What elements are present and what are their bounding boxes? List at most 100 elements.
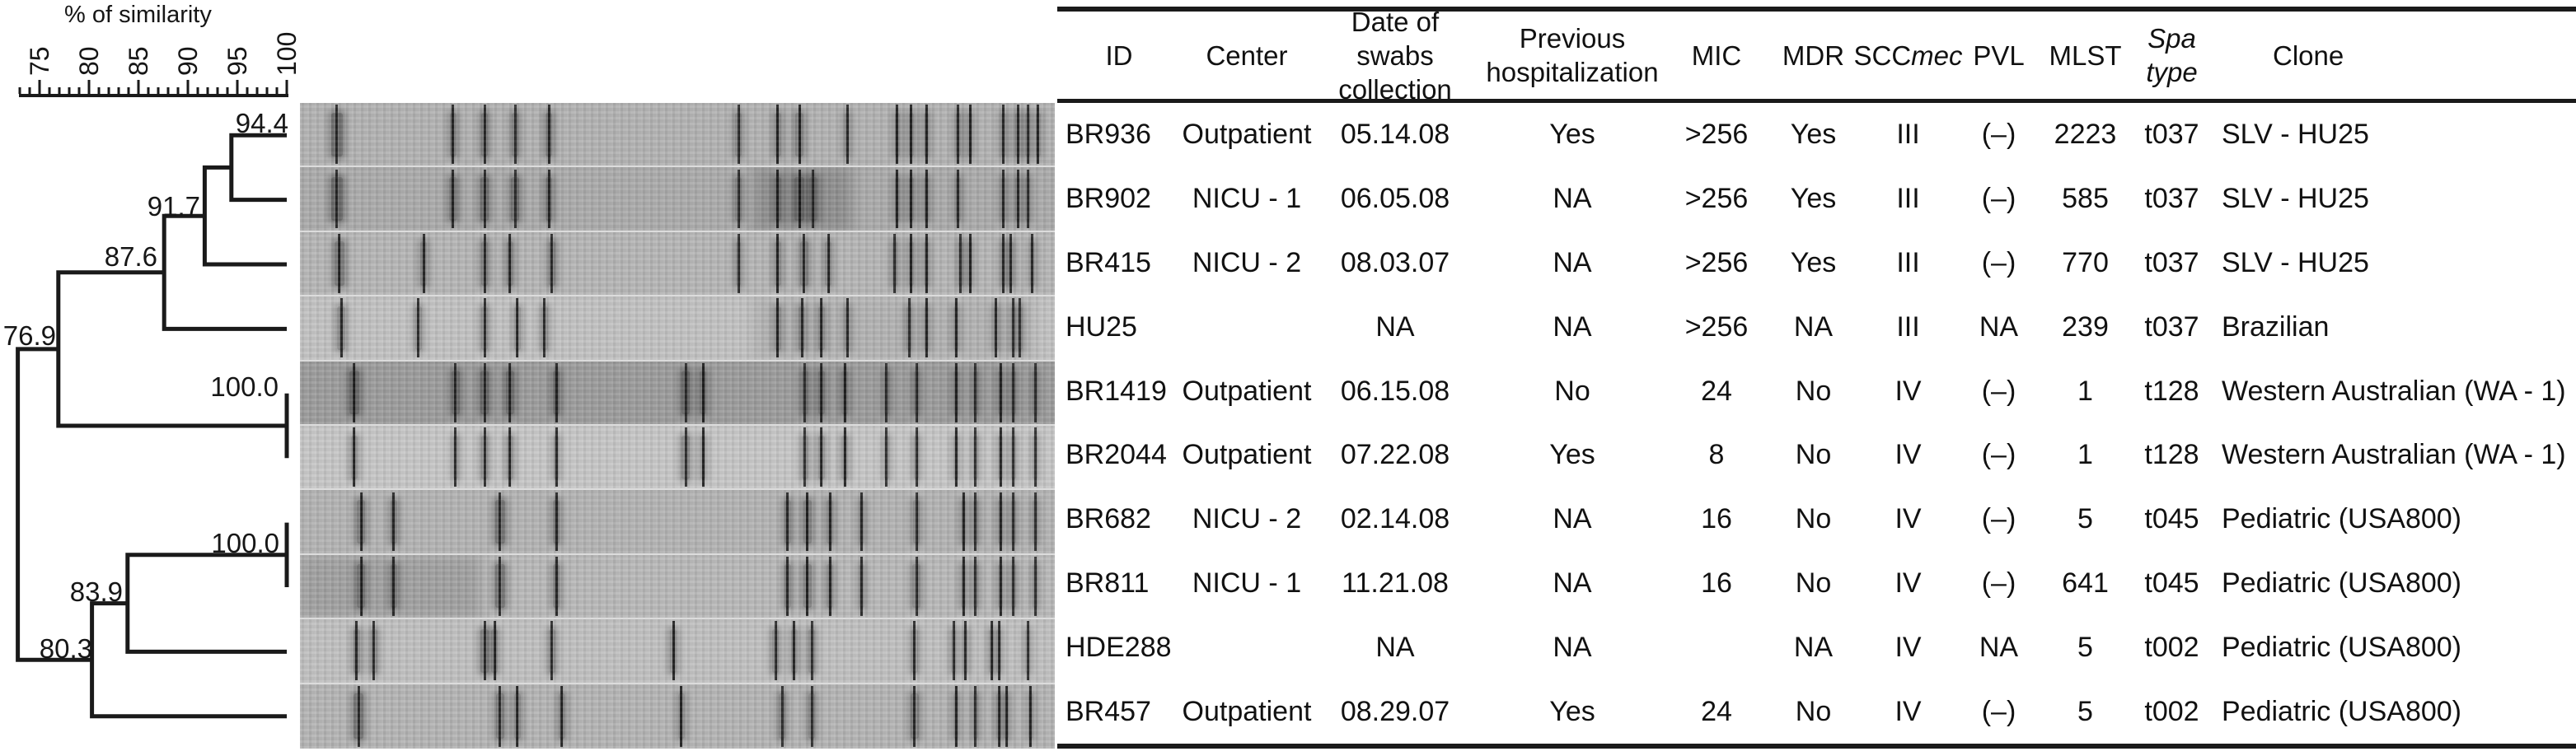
gel-band — [784, 492, 791, 552]
gel-band — [914, 427, 920, 488]
gel-band — [481, 234, 489, 293]
dendrogram-branch — [162, 213, 287, 331]
gel-band — [913, 492, 920, 552]
gel-band — [512, 105, 519, 165]
cell-spa: t002 — [2144, 631, 2199, 663]
cell-id: BR936 — [1066, 119, 1151, 151]
axis-tick-label: 90 — [173, 46, 203, 76]
gel-band — [808, 621, 816, 681]
gel-band — [330, 169, 343, 229]
cell-date: 06.05.08 — [1340, 183, 1450, 215]
cell-mdr: No — [1795, 375, 1832, 407]
gel-band — [1033, 362, 1038, 422]
gel-band — [924, 105, 930, 165]
cell-pvl: (–) — [1981, 503, 2016, 535]
gel-band — [480, 621, 489, 681]
gel-band — [908, 105, 914, 165]
gel-band — [1015, 169, 1021, 229]
node-similarity-label: 94.4 — [236, 108, 288, 138]
gel-band — [548, 234, 555, 293]
gel-lane — [300, 684, 1055, 749]
gel-band — [906, 298, 912, 358]
cell-id: BR2044 — [1066, 439, 1167, 471]
gel-band — [357, 492, 366, 552]
gel-band — [513, 685, 521, 747]
cell-mic: >256 — [1684, 119, 1749, 151]
gel-band — [481, 427, 489, 488]
column-header-date: Date of swabs collection — [1338, 6, 1452, 105]
gel-band — [554, 427, 560, 488]
gel-band — [962, 621, 968, 681]
gel-band — [700, 427, 706, 488]
cell-pvl: (–) — [1981, 439, 2016, 471]
gel-band — [911, 621, 918, 681]
gel-band — [491, 621, 499, 681]
gel-band — [953, 298, 958, 358]
axis-tick-label: 85 — [124, 46, 153, 76]
cell-spa: t045 — [2144, 567, 2199, 599]
gel-band — [894, 169, 900, 229]
gel-band — [955, 105, 961, 165]
cell-date: NA — [1375, 310, 1415, 343]
gel-band — [803, 492, 812, 552]
gel-band — [334, 234, 344, 293]
gel-band — [998, 492, 1004, 552]
gel-band — [449, 105, 457, 165]
column-header-mic: MIC — [1691, 40, 1742, 71]
cell-mlst: 5 — [2077, 631, 2093, 663]
gel-band — [1000, 234, 1006, 293]
cell-spa: t037 — [2144, 310, 2199, 343]
gel-lane — [300, 296, 1055, 362]
axis-tick-label: 75 — [25, 46, 54, 76]
cell-id: BR682 — [1066, 503, 1151, 535]
cell-mic: 8 — [1708, 439, 1725, 471]
cell-mic: 16 — [1701, 567, 1732, 599]
gel-band — [779, 685, 786, 747]
column-header-id: ID — [1105, 40, 1133, 71]
gel-band — [1010, 557, 1016, 616]
gel-band — [415, 298, 422, 358]
gel-band — [736, 234, 742, 293]
gel-band — [1033, 557, 1038, 616]
gel-band — [912, 557, 921, 616]
cell-spa: t128 — [2144, 439, 2199, 471]
similarity-axis-title: % of similarity — [64, 2, 212, 28]
axis-tick-label: 95 — [222, 46, 252, 76]
gel-band — [955, 169, 961, 229]
table-row: HDE288 NA NA NA IV NA 5 t002 Pediatric (USA800) — [1057, 615, 2576, 679]
gel-band — [495, 685, 504, 747]
cell-date: 02.14.08 — [1340, 503, 1450, 535]
gel-band — [1025, 105, 1031, 165]
table-row: BR1419 Outpatient 06.15.08 No 24 No IV (–) 1 t128… — [1057, 359, 2576, 423]
gel-band — [506, 427, 513, 488]
cell-center: NICU - 2 — [1192, 503, 1302, 535]
cell-center: Outpatient — [1182, 119, 1312, 151]
dendrogram-branch — [125, 553, 287, 654]
table-top-rule — [1057, 7, 2576, 12]
gel-band — [772, 621, 780, 681]
axis-tick-label: 100 — [272, 32, 302, 76]
cell-mic: >256 — [1684, 310, 1749, 343]
gel-band — [505, 362, 514, 422]
cell-pvl: NA — [1979, 310, 2019, 343]
gel-band — [1000, 105, 1006, 165]
gel-band — [546, 169, 553, 229]
cell-date: 05.14.08 — [1340, 119, 1450, 151]
cell-sccmec: III — [1896, 119, 1920, 151]
gel-band — [1015, 105, 1021, 165]
gel-band — [350, 427, 358, 488]
cell-pvl: (–) — [1981, 375, 2016, 407]
cell-prev: Yes — [1549, 439, 1595, 471]
cell-mlst: 1 — [2077, 375, 2093, 407]
gel-band — [908, 169, 914, 229]
gel-band — [354, 685, 364, 747]
gel-band — [914, 362, 920, 422]
gel-band — [801, 427, 808, 488]
node-similarity-label: 91.7 — [148, 191, 200, 222]
gel-band — [799, 234, 808, 293]
table-header-rule — [1057, 99, 2576, 103]
cell-spa: t037 — [2144, 183, 2199, 215]
cell-center: Outpatient — [1182, 695, 1312, 727]
gel-band — [801, 362, 808, 422]
cell-sccmec: III — [1896, 183, 1920, 215]
